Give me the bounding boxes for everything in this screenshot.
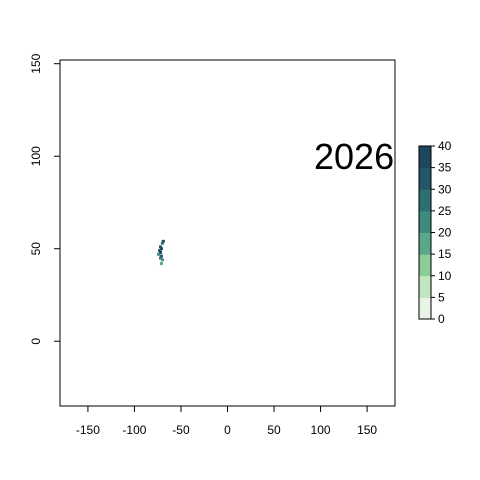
heatmap-cell — [159, 247, 163, 251]
y-tick-label: 0 — [29, 338, 43, 345]
colorbar-tick-label: 10 — [438, 269, 452, 283]
colorbar-tick-label: 30 — [438, 182, 452, 196]
heatmap-cell — [157, 252, 161, 256]
plot-frame — [59, 59, 396, 407]
colorbar-swatch — [419, 146, 431, 169]
colorbar-tick-label: 20 — [438, 226, 452, 240]
x-tick-label: 150 — [357, 423, 377, 437]
colorbar-swatch — [419, 232, 431, 255]
heatmap-cell — [159, 245, 162, 249]
heatmap-cell — [159, 250, 162, 254]
x-tick-label: 100 — [311, 423, 331, 437]
colorbar-tick-label: 5 — [438, 290, 445, 304]
heatmap-cell — [159, 254, 163, 258]
y-axis: 0 50 100 150 — [29, 53, 61, 345]
colorbar-swatch — [419, 275, 431, 298]
year-annotation: 2026 — [314, 136, 394, 177]
x-tick-label: -50 — [172, 423, 190, 437]
heatmap-cell — [160, 258, 164, 262]
colorbar-swatch — [419, 297, 431, 320]
heatmap-cells — [157, 239, 165, 266]
heatmap-cell — [159, 256, 162, 260]
colorbar-tick-label: 35 — [438, 161, 452, 175]
heatmap-cell — [158, 249, 162, 253]
colorbar-tick-label: 0 — [438, 312, 445, 326]
heatmap-cell — [159, 262, 163, 266]
x-tick-label: -100 — [122, 423, 146, 437]
colorbar-legend: 0 5 10 15 20 25 30 35 40 — [418, 139, 452, 326]
colorbar-swatch — [419, 189, 431, 212]
x-tick-label: 0 — [224, 423, 231, 437]
heatmap-cell — [160, 241, 164, 245]
y-tick-label: 100 — [29, 146, 43, 166]
y-tick-label: 50 — [29, 242, 43, 256]
colorbar-tick-label: 15 — [438, 247, 452, 261]
colorbar-swatch — [419, 167, 431, 190]
x-tick-label: 50 — [267, 423, 281, 437]
colorbar-swatch — [419, 254, 431, 277]
colorbar-swatch — [419, 210, 431, 233]
colorbar-tick-label: 25 — [438, 204, 452, 218]
colorbar-tick-label: 40 — [438, 139, 452, 153]
y-tick-label: 150 — [29, 53, 43, 73]
heatmap-cell — [161, 239, 165, 243]
x-axis: -150 -100 -50 0 50 100 150 — [76, 405, 377, 437]
x-tick-label: -150 — [76, 423, 100, 437]
